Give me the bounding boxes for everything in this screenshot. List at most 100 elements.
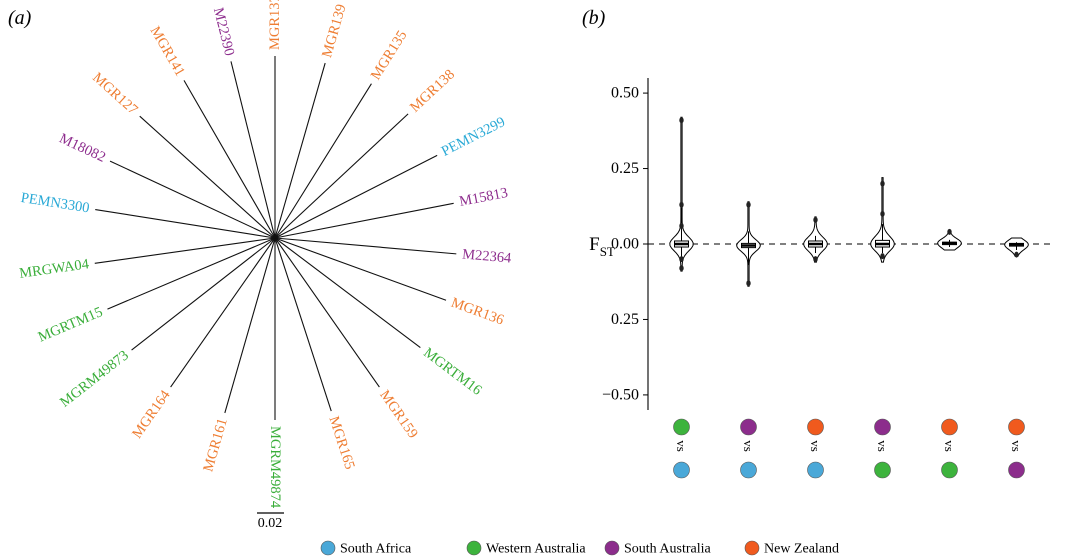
y-tick-label: −0.50 (602, 386, 639, 403)
tree-tip-label: MGR136 (449, 295, 506, 329)
comparison-bottom-dot (740, 461, 757, 479)
tree-branch (139, 115, 276, 239)
comparison-bottom-dot (807, 461, 824, 479)
tree-tip-label: MGR164 (129, 387, 174, 442)
violin-group (736, 201, 761, 287)
tree-branch (274, 113, 409, 239)
violin-outlier (947, 228, 952, 235)
tree-branch (107, 237, 276, 310)
violin-outlier (746, 201, 751, 208)
y-axis: 0.50 0.25 0.00 0.25 −0.50 (602, 78, 649, 410)
comparison-vs-label: vs (808, 440, 823, 452)
comparison-vs-label: vs (741, 440, 756, 452)
tree-tip-label: PEMN3299 (439, 114, 508, 160)
tree-tip-label: M22364 (462, 246, 513, 266)
violin-outlier (880, 180, 885, 187)
tree-branch (274, 62, 326, 239)
violin-outlier (679, 201, 684, 208)
violin-outlier (880, 210, 885, 217)
scale-bar-label: 0.02 (258, 516, 283, 531)
violins (669, 116, 1029, 287)
tree-branch (274, 83, 372, 239)
legend-swatch (604, 540, 620, 556)
tree-tip-label: MGR165 (325, 414, 357, 471)
violin-outlier (679, 256, 684, 263)
violin-outlier (1014, 251, 1019, 258)
tree-branch (183, 80, 276, 239)
comparison-top-dot (941, 418, 958, 436)
tree-tip-label: M18082 (57, 131, 108, 166)
y-axis-label: FST (589, 234, 615, 259)
comparison-labels: vs vs vs vs vs vs (673, 418, 1025, 479)
comparison-vs-label: vs (875, 440, 890, 452)
tree-tip-label: MGR138 (407, 67, 458, 116)
comparison-bottom-dot (874, 461, 891, 479)
y-tick-label: 0.25 (611, 160, 639, 177)
comparison-top-dot (673, 418, 690, 436)
violin-group (937, 228, 962, 251)
violin-plot: 0.50 0.25 0.00 0.25 −0.50 vs vs vs vs vs vs FST (589, 78, 1050, 479)
comparison-bottom-dot (1008, 461, 1025, 479)
tree-branch (274, 237, 457, 255)
tree-tip-label: MGR127 (89, 70, 140, 119)
legend-swatch (744, 540, 760, 556)
tree-branch (274, 154, 438, 239)
tree-branch (95, 208, 276, 239)
panel-label-b: (b) (582, 7, 606, 29)
tree-branch (224, 237, 276, 414)
tree-tip-label: MGRTM16 (420, 345, 484, 399)
tree-branch (274, 237, 332, 412)
violin-outlier (746, 280, 751, 287)
violin-outlier (679, 265, 684, 272)
legend-label: South Australia (624, 542, 712, 557)
tree-tip-label: MGRM49873 (57, 347, 132, 410)
tree-branch (274, 237, 421, 348)
legend-label: New Zealand (764, 542, 839, 557)
comparison-top-dot (740, 418, 757, 436)
legend-swatch (320, 540, 336, 556)
comparison-vs-label: vs (942, 440, 957, 452)
tree-tip-label: MGR159 (376, 387, 421, 441)
y-axis-label-main: F (589, 234, 600, 255)
legend: South Africa Western Australia South Austr… (320, 540, 839, 557)
comparison-bottom-dot (941, 461, 958, 479)
tree-tip-label: MGR135 (368, 28, 411, 83)
legend-label: South Africa (340, 542, 412, 557)
tree-tip-label: MGR141 (147, 24, 188, 79)
tree-tip-label: MGRTM15 (36, 304, 105, 345)
y-tick-label: 0.00 (611, 236, 639, 253)
tree-branch (274, 237, 447, 301)
y-axis-label-sub: ST (600, 244, 615, 259)
violin-outlier (679, 117, 684, 124)
comparison-top-dot (807, 418, 824, 436)
comparison-vs-label: vs (674, 440, 689, 452)
tree-branch (170, 237, 276, 388)
tree-branch (131, 237, 276, 351)
tree-tip-label: M22390 (210, 6, 237, 58)
panel-label-a: (a) (8, 7, 32, 29)
violin-group (1004, 237, 1029, 258)
tree-tip-label: MGRM49874 (267, 426, 283, 509)
legend-label: Western Australia (486, 542, 586, 557)
violin-outlier (880, 253, 885, 260)
comparison-top-dot (874, 418, 891, 436)
comparison-top-dot (1008, 418, 1025, 436)
tree-tip-label: MGR139 (319, 2, 349, 59)
y-tick-label: 0.25 (611, 311, 639, 328)
tree-branch (94, 237, 276, 264)
legend-swatch (466, 540, 482, 556)
tree-tip-label: PEMN3300 (20, 190, 91, 217)
tree-branch (230, 61, 276, 239)
tree-tip-label: MRGWA04 (18, 256, 90, 282)
tree-tip-label: M15813 (458, 185, 509, 210)
tree-tip-label: MGR161 (200, 417, 230, 474)
violin-shape (669, 116, 694, 272)
tree-branch (274, 202, 454, 239)
comparison-bottom-dot (673, 461, 690, 479)
violin-outlier (813, 256, 818, 263)
comparison-vs-label: vs (1009, 440, 1024, 452)
tree-branch (274, 237, 380, 388)
violin-outlier (813, 216, 818, 223)
